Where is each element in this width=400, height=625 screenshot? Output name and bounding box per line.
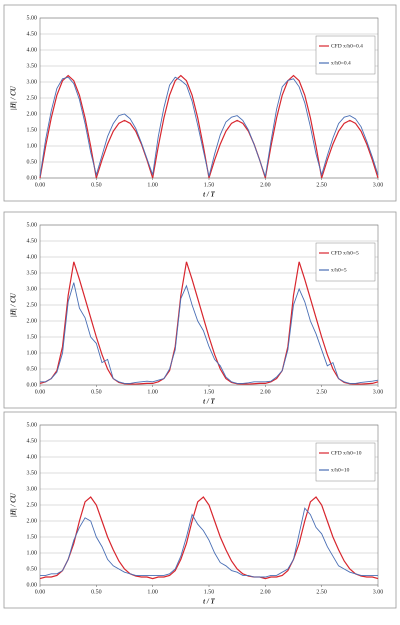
legend-label: x/h0=10 [331, 467, 350, 473]
y-tick-label: 0.50 [27, 366, 38, 372]
x-tick-label: 2.00 [260, 389, 271, 395]
x-tick-label: 0.00 [35, 389, 46, 395]
data-line [39, 74, 379, 179]
x-tick-label: 0.50 [91, 182, 102, 188]
y-tick-label: 2.50 [27, 502, 38, 508]
x-tick-label: 2.50 [316, 589, 327, 595]
panel-frame [3, 411, 397, 609]
y-axis-label: |H| / CU [10, 492, 18, 517]
legend-label: CFD x/h0=10 [331, 450, 362, 456]
y-tick-label: 0.00 [27, 175, 38, 181]
x-tick-label: 0.00 [35, 182, 46, 188]
y-tick-label: 2.00 [27, 318, 38, 324]
x-tick-label: 3.00 [373, 589, 384, 595]
x-axis-label: t / T [203, 398, 215, 406]
x-axis-label: t / T [203, 598, 215, 606]
y-tick-label: 2.00 [27, 518, 38, 524]
y-tick-label: 5.00 [27, 422, 38, 428]
x-tick-label: 2.50 [316, 182, 327, 188]
plot-area [39, 424, 379, 586]
y-tick-label: 3.50 [27, 470, 38, 476]
legend-box [315, 442, 376, 482]
x-tick-label: 2.50 [316, 389, 327, 395]
data-line [40, 282, 379, 384]
legend-label: CFD x/h0=5 [331, 250, 359, 256]
x-axis-label: t / T [203, 191, 215, 199]
data-line [39, 76, 379, 177]
y-tick-label: 5.00 [27, 15, 38, 21]
y-tick-label: 1.00 [27, 143, 38, 149]
x-tick-label: 3.00 [373, 389, 384, 395]
plot-area [39, 224, 379, 386]
y-tick-label: 3.50 [27, 63, 38, 69]
x-tick-label: 0.50 [91, 589, 102, 595]
y-tick-label: 0.00 [27, 582, 38, 588]
y-tick-label: 1.50 [27, 127, 38, 133]
x-tick-label: 1.00 [147, 389, 158, 395]
y-tick-label: 3.00 [27, 486, 38, 492]
panel-frame [3, 4, 397, 202]
y-tick-label: 2.50 [27, 95, 38, 101]
x-tick-label: 1.00 [147, 589, 158, 595]
legend-label: x/h0=0.4 [331, 60, 351, 66]
x-tick-label: 1.50 [204, 589, 215, 595]
panel-frame [3, 211, 397, 409]
legend-box [315, 242, 376, 282]
y-tick-label: 2.00 [27, 111, 38, 117]
y-tick-label: 3.00 [27, 286, 38, 292]
y-tick-label: 4.50 [27, 238, 38, 244]
y-tick-label: 1.00 [27, 350, 38, 356]
x-tick-label: 0.00 [35, 589, 46, 595]
y-tick-label: 1.50 [27, 534, 38, 540]
y-tick-label: 2.50 [27, 302, 38, 308]
data-line [39, 496, 379, 580]
y-tick-label: 4.50 [27, 438, 38, 444]
y-axis-label: |H| / CU [10, 85, 18, 110]
x-tick-label: 1.50 [204, 182, 215, 188]
y-tick-label: 4.00 [27, 454, 38, 460]
x-tick-label: 2.00 [260, 589, 271, 595]
y-tick-label: 0.50 [27, 566, 38, 572]
y-tick-label: 1.00 [27, 550, 38, 556]
legend-box [315, 35, 376, 75]
data-line [39, 261, 379, 385]
x-tick-label: 2.00 [260, 182, 271, 188]
y-tick-label: 4.50 [27, 31, 38, 37]
y-tick-label: 1.50 [27, 334, 38, 340]
data-line [40, 507, 378, 578]
y-tick-label: 3.50 [27, 270, 38, 276]
y-tick-label: 3.00 [27, 79, 38, 85]
x-tick-label: 0.50 [91, 389, 102, 395]
x-tick-label: 1.50 [204, 389, 215, 395]
x-tick-label: 3.00 [373, 182, 384, 188]
y-tick-label: 0.00 [27, 382, 38, 388]
legend-label: x/h0=5 [331, 267, 347, 273]
y-tick-label: 4.00 [27, 47, 38, 53]
y-axis-label: |H| / CU [10, 292, 18, 317]
legend-label: CFD x/h0=0.4 [331, 43, 363, 49]
x-tick-label: 1.00 [147, 182, 158, 188]
y-tick-label: 4.00 [27, 254, 38, 260]
y-tick-label: 0.50 [27, 159, 38, 165]
y-tick-label: 5.00 [27, 222, 38, 228]
